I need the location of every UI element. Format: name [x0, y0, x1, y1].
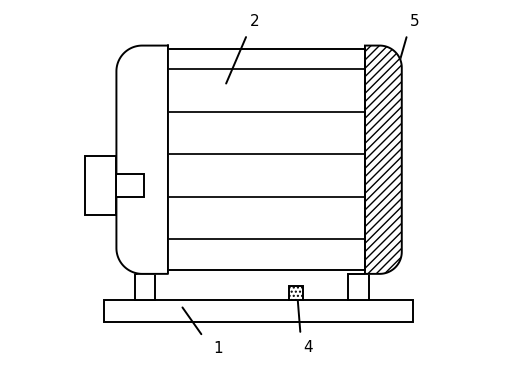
- Bar: [290, 286, 303, 300]
- Bar: [103, 300, 413, 322]
- Bar: [135, 274, 155, 300]
- Polygon shape: [365, 46, 402, 274]
- Bar: [117, 174, 145, 197]
- Bar: [348, 274, 369, 300]
- Text: 4: 4: [303, 340, 313, 355]
- Text: 1: 1: [213, 341, 222, 357]
- Text: 2: 2: [250, 14, 259, 29]
- Bar: [85, 156, 117, 215]
- Text: 5: 5: [410, 14, 419, 29]
- Polygon shape: [365, 46, 402, 274]
- Bar: [166, 49, 365, 270]
- Polygon shape: [117, 46, 168, 274]
